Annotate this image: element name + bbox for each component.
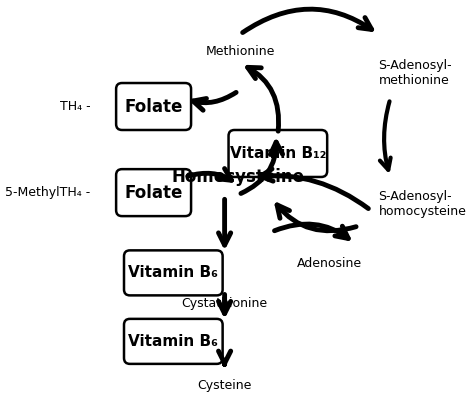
Text: Adenosine: Adenosine [297, 256, 362, 270]
Text: S-Adenosyl-
methionine: S-Adenosyl- methionine [378, 59, 452, 87]
Text: TH₄ -: TH₄ - [60, 100, 91, 113]
Text: Cysteine: Cysteine [197, 379, 252, 392]
Text: 5-MethylTH₄ -: 5-MethylTH₄ - [5, 186, 91, 199]
FancyBboxPatch shape [228, 130, 327, 177]
Text: Cystathionine: Cystathionine [182, 297, 268, 310]
FancyBboxPatch shape [124, 319, 223, 364]
Text: S-Adenosyl-
homocysteine: S-Adenosyl- homocysteine [378, 191, 466, 218]
Text: Vitamin B₆: Vitamin B₆ [128, 334, 218, 349]
Text: Vitamin B₁₂: Vitamin B₁₂ [230, 146, 326, 161]
FancyBboxPatch shape [124, 251, 223, 295]
Text: Folate: Folate [124, 184, 183, 202]
Text: Folate: Folate [124, 98, 183, 116]
FancyBboxPatch shape [116, 169, 191, 216]
FancyBboxPatch shape [116, 83, 191, 130]
Text: Vitamin B₆: Vitamin B₆ [128, 265, 218, 280]
Text: Homocysteine: Homocysteine [172, 168, 305, 186]
Text: Methionine: Methionine [206, 45, 275, 58]
